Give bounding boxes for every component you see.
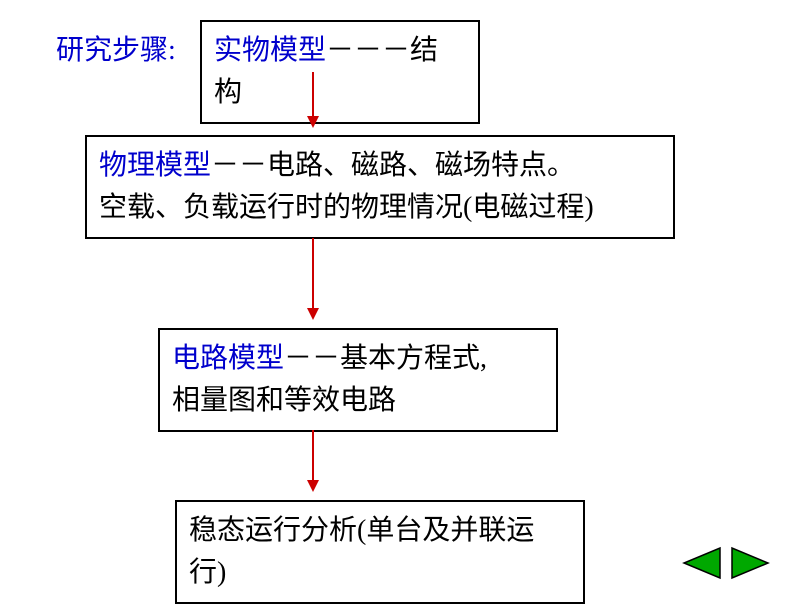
next-button[interactable]	[730, 546, 770, 580]
box1-blue-text: 实物模型	[214, 35, 326, 66]
prev-button[interactable]	[682, 546, 722, 580]
box2-blue-text: 物理模型	[99, 150, 211, 181]
box3-line2: 相量图和等效电路	[172, 380, 544, 422]
box2-line2: 空载、负载运行时的物理情况(电磁过程)	[99, 187, 661, 229]
arrow-1	[312, 72, 314, 126]
box4-text: 稳态运行分析(单台及并联运行)	[189, 515, 534, 588]
nav-buttons	[682, 546, 770, 580]
box-physics-model: 物理模型－－电路、磁路、磁场特点。 空载、负载运行时的物理情况(电磁过程)	[85, 135, 675, 239]
arrow-3	[312, 430, 314, 490]
box-steady-state: 稳态运行分析(单台及并联运行)	[175, 500, 585, 604]
box3-line1-black: －－基本方程式,	[284, 343, 487, 374]
box2-line1-black: －－电路、磁路、磁场特点。	[211, 150, 575, 181]
prev-icon	[682, 546, 722, 580]
box-physical-model: 实物模型－－－结构	[200, 20, 480, 124]
next-icon	[730, 546, 770, 580]
header-label: 研究步骤:	[56, 28, 176, 68]
arrow-2	[312, 238, 314, 318]
box-circuit-model: 电路模型－－基本方程式, 相量图和等效电路	[158, 328, 558, 432]
box3-blue-text: 电路模型	[172, 343, 284, 374]
